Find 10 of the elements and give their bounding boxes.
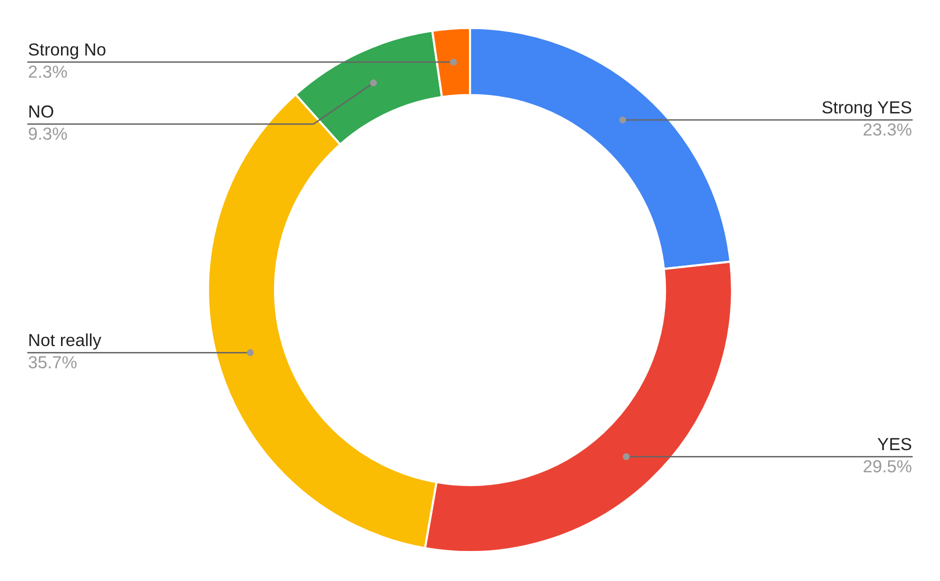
data-label: 23.3% [864, 123, 912, 136]
slice-label: NO [29, 105, 54, 118]
data-label: 35.7% [28, 356, 77, 368]
data-label: 9.3% [28, 128, 67, 140]
slice-label: Strong YES [822, 101, 912, 117]
data-label: 29.5% [864, 460, 912, 472]
slice-label: YES [878, 438, 912, 450]
data-label: 2.3% [28, 66, 67, 78]
slice-label: Strong No [28, 43, 106, 60]
slice-label: Not really [29, 333, 102, 350]
